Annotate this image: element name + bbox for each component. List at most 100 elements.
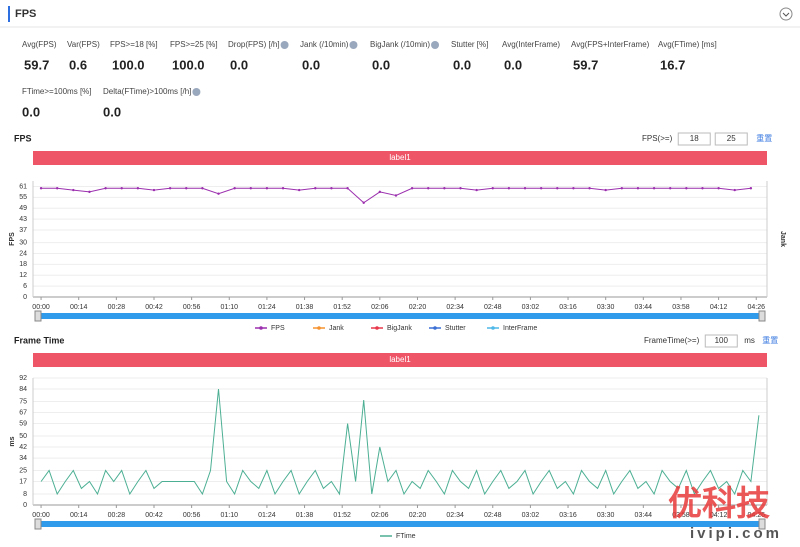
y-tick-label: 49 bbox=[19, 205, 27, 212]
slider-handle[interactable] bbox=[758, 310, 766, 322]
point bbox=[314, 187, 317, 190]
stat-value: 0.0 bbox=[22, 104, 40, 119]
help-icon[interactable] bbox=[349, 41, 358, 49]
filter-input-value: 18 bbox=[690, 134, 699, 143]
x-tick-label: 01:52 bbox=[333, 512, 351, 519]
stat-value: 0.6 bbox=[69, 57, 87, 72]
point bbox=[507, 187, 511, 190]
title-accent bbox=[8, 6, 10, 22]
slider-handle[interactable] bbox=[758, 518, 766, 530]
stat-label: Jank (/10min) bbox=[300, 40, 349, 49]
filter-input[interactable] bbox=[714, 132, 748, 146]
legend-label[interactable]: FPS bbox=[271, 325, 285, 332]
stat-value: 100.0 bbox=[112, 57, 145, 72]
x-tick-label: 01:24 bbox=[258, 304, 276, 311]
point bbox=[39, 187, 43, 190]
point bbox=[604, 188, 607, 192]
y-tick-label: 55 bbox=[19, 194, 27, 201]
y-tick-label: 8 bbox=[23, 491, 27, 498]
point bbox=[620, 187, 624, 190]
point bbox=[136, 187, 140, 190]
filter-input-value: 100 bbox=[715, 336, 729, 345]
zoom-slider[interactable] bbox=[37, 313, 763, 319]
y-tick-label: 25 bbox=[19, 467, 27, 474]
point bbox=[491, 187, 494, 190]
point bbox=[249, 187, 252, 190]
x-tick-label: 03:44 bbox=[635, 512, 653, 519]
reset-button[interactable]: 重置 bbox=[762, 335, 778, 345]
point bbox=[475, 188, 478, 192]
x-tick-label: 00:00 bbox=[32, 304, 50, 311]
slider-handle[interactable] bbox=[34, 518, 42, 530]
y-axis-label: FPS bbox=[9, 232, 16, 246]
point bbox=[297, 188, 301, 192]
filter-input[interactable] bbox=[677, 132, 711, 146]
legend-label[interactable]: Jank bbox=[329, 325, 344, 332]
band-label: label1 bbox=[389, 355, 411, 364]
point bbox=[281, 187, 285, 190]
point bbox=[523, 187, 527, 190]
reset-button[interactable]: 重置 bbox=[756, 133, 772, 143]
y-tick-label: 12 bbox=[19, 272, 27, 279]
y-tick-label: 92 bbox=[19, 375, 27, 382]
y-tick-label: 18 bbox=[19, 261, 27, 268]
x-tick-label: 03:16 bbox=[559, 512, 577, 519]
y-tick-label: 61 bbox=[19, 183, 27, 190]
legend-marker bbox=[375, 326, 379, 330]
x-tick-label: 03:44 bbox=[635, 304, 653, 311]
x-tick-label: 01:52 bbox=[333, 304, 351, 311]
legend-label[interactable]: BigJank bbox=[387, 325, 412, 332]
help-icon[interactable] bbox=[431, 41, 440, 49]
legend-marker bbox=[259, 326, 263, 330]
y-tick-label: 59 bbox=[19, 420, 27, 427]
x-tick-label: 03:30 bbox=[597, 512, 615, 519]
legend-label[interactable]: FTime bbox=[396, 533, 416, 540]
x-tick-label: 03:30 bbox=[597, 304, 615, 311]
point bbox=[539, 187, 543, 190]
x-tick-label: 00:14 bbox=[70, 512, 88, 519]
point bbox=[652, 187, 656, 190]
slider-handle[interactable] bbox=[34, 310, 42, 322]
legend-label[interactable]: Stutter bbox=[445, 325, 466, 332]
stat-value: 0.0 bbox=[302, 57, 320, 72]
collapse-button[interactable] bbox=[779, 7, 793, 21]
x-tick-label: 02:48 bbox=[484, 512, 502, 519]
x-tick-label: 04:12 bbox=[710, 304, 728, 311]
x-tick-label: 04:26 bbox=[747, 304, 765, 311]
chart-title: FPS bbox=[14, 133, 32, 143]
zoom-slider[interactable] bbox=[37, 521, 763, 527]
point bbox=[362, 201, 365, 204]
legend-label[interactable]: InterFrame bbox=[503, 325, 537, 332]
point bbox=[459, 187, 462, 190]
point bbox=[330, 187, 333, 190]
stat-value: 0.0 bbox=[372, 57, 390, 72]
stat-label: BigJank (/10min) bbox=[370, 40, 430, 49]
x-tick-label: 02:06 bbox=[371, 512, 389, 519]
y-tick-label: 0 bbox=[23, 502, 27, 509]
stat-label: Avg(InterFrame) bbox=[502, 40, 560, 49]
stat-value: 59.7 bbox=[573, 57, 598, 72]
point bbox=[733, 188, 736, 192]
x-tick-label: 01:24 bbox=[258, 512, 276, 519]
y-tick-label: 75 bbox=[19, 398, 27, 405]
y-tick-label: 50 bbox=[19, 433, 27, 440]
stat-label: Avg(FPS) bbox=[22, 40, 57, 49]
help-icon[interactable] bbox=[192, 88, 201, 96]
point bbox=[265, 187, 269, 190]
filter-input[interactable] bbox=[704, 334, 738, 348]
watermark-brand: 优科技 bbox=[668, 485, 770, 523]
stat-label: FPS>=25 [%] bbox=[170, 40, 218, 49]
stat-value: 59.7 bbox=[24, 57, 49, 72]
point bbox=[394, 194, 398, 197]
label-band bbox=[33, 151, 767, 165]
stat-value: 0.0 bbox=[103, 104, 121, 119]
x-tick-label: 00:14 bbox=[70, 304, 88, 311]
stat-label: FPS>=18 [%] bbox=[110, 40, 158, 49]
y-axis-label: ms bbox=[9, 436, 16, 446]
point bbox=[168, 187, 172, 190]
point bbox=[378, 190, 382, 194]
help-icon[interactable] bbox=[280, 41, 289, 49]
series-line bbox=[40, 388, 760, 496]
band-label: label1 bbox=[389, 153, 411, 162]
